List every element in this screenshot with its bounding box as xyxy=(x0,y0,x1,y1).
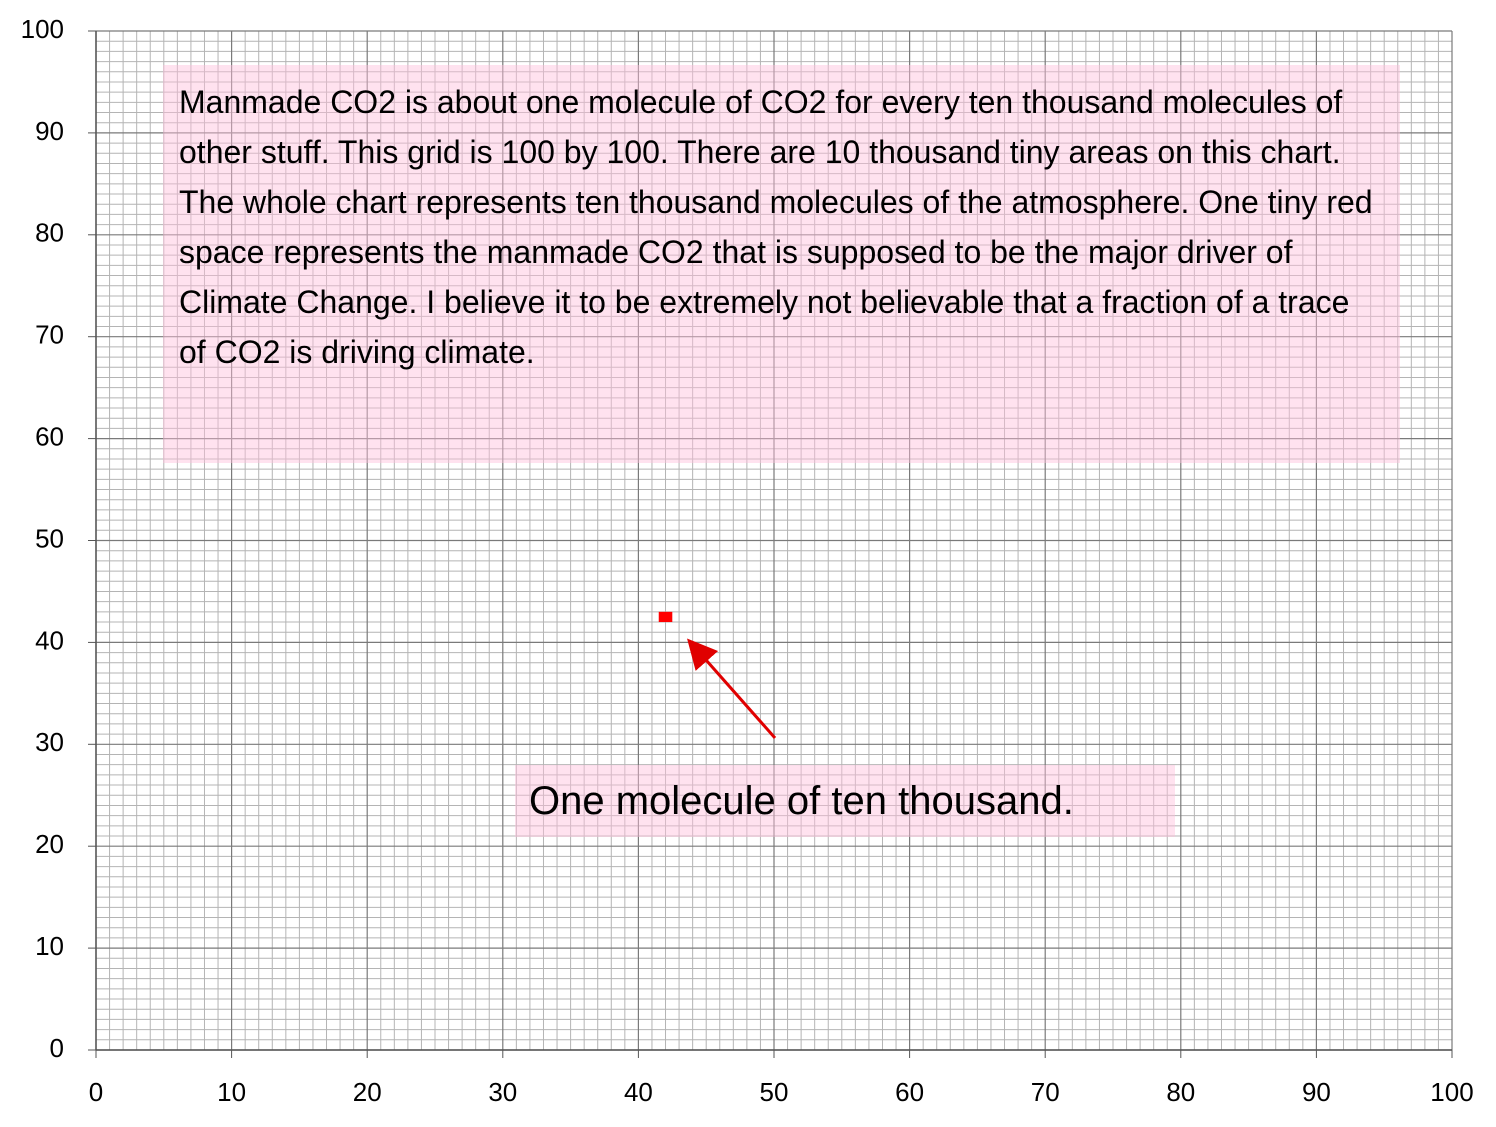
x-tick-label: 60 xyxy=(895,1077,924,1107)
y-tick-label: 20 xyxy=(35,829,64,859)
x-tick-label: 40 xyxy=(624,1077,653,1107)
x-tick-label: 100 xyxy=(1430,1077,1473,1107)
x-tick-label: 30 xyxy=(488,1077,517,1107)
y-tick-label: 70 xyxy=(35,320,64,350)
y-tick-label: 0 xyxy=(50,1033,64,1063)
y-tick-label: 100 xyxy=(21,14,64,44)
y-tick-label: 40 xyxy=(35,625,64,655)
x-tick-label: 0 xyxy=(89,1077,103,1107)
x-tick-label: 20 xyxy=(353,1077,382,1107)
point xyxy=(658,611,673,623)
x-tick-label: 50 xyxy=(760,1077,789,1107)
y-tick-label: 10 xyxy=(35,931,64,961)
y-tick-label: 80 xyxy=(35,218,64,248)
annotation-label: One molecule of ten thousand. xyxy=(515,765,1175,837)
y-tick-label: 60 xyxy=(35,421,64,451)
x-tick-label: 10 xyxy=(217,1077,246,1107)
y-tick-label: 90 xyxy=(35,116,64,146)
annotation-text: Manmade CO2 is about one molecule of CO2… xyxy=(163,65,1400,463)
x-tick-label: 90 xyxy=(1302,1077,1331,1107)
x-tick-label: 80 xyxy=(1166,1077,1195,1107)
y-tick-label: 50 xyxy=(35,523,64,553)
x-tick-label: 70 xyxy=(1031,1077,1060,1107)
y-tick-label: 30 xyxy=(35,727,64,757)
arrow xyxy=(687,638,777,739)
